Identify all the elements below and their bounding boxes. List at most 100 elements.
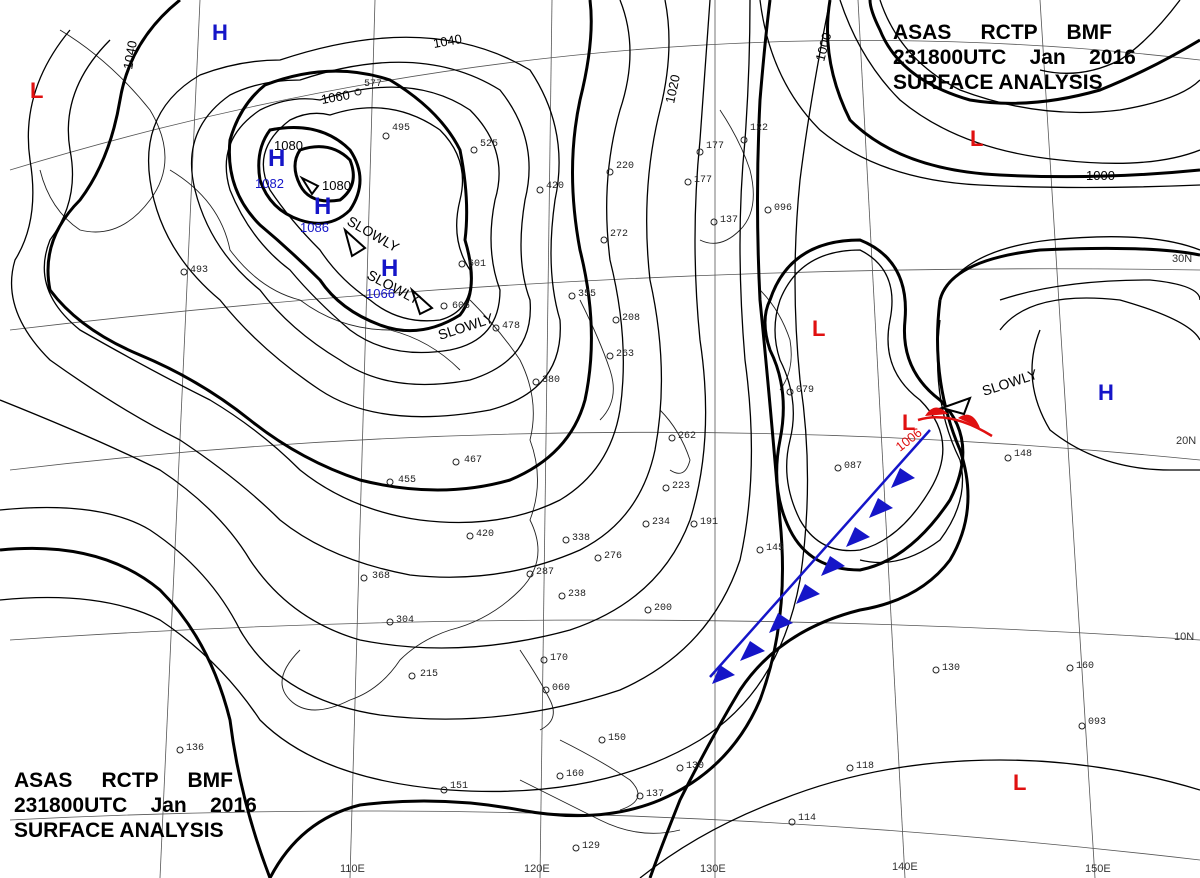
svg-text:478: 478: [502, 321, 520, 332]
low-center-3: L: [812, 316, 825, 341]
svg-text:276: 276: [604, 551, 622, 562]
station-marker: 420: [466, 529, 494, 540]
title-block-bottom: ASAS RCTP BMF 231800UTC Jan 2016 SURFACE…: [14, 768, 257, 843]
station-marker: 060: [542, 683, 570, 694]
station-marker: 087: [834, 461, 862, 472]
svg-text:191: 191: [700, 517, 718, 528]
station-marker: 304: [386, 615, 414, 626]
svg-text:525: 525: [480, 139, 498, 150]
svg-text:368: 368: [372, 571, 390, 582]
station-marker: 177: [684, 175, 712, 186]
svg-text:177: 177: [694, 175, 712, 186]
station-marker: 495: [382, 123, 410, 140]
isobar-label-1000b: 1000: [1086, 168, 1115, 183]
svg-text:287: 287: [536, 567, 554, 578]
station-marker: 093: [1078, 717, 1106, 730]
isobar-labels: 1040 1040 1060 1080 1080 1020 1000 1000: [120, 31, 1115, 193]
isobar-label-1080b: 1080: [322, 178, 351, 193]
station-marker: 287: [526, 567, 554, 578]
svg-text:137: 137: [646, 789, 664, 800]
station-marker: 272: [600, 229, 628, 244]
graticule: [9, 0, 1200, 878]
station-marker: 262: [668, 431, 696, 442]
lon-120e-label: 120E: [524, 863, 550, 875]
station-marker: 467: [452, 455, 482, 466]
isobar-label-1040b: 1040: [432, 31, 463, 51]
title-line-1: ASAS RCTP BMF: [893, 21, 1112, 44]
svg-text:060: 060: [552, 683, 570, 694]
isobar-label-1040a: 1040: [120, 39, 140, 70]
title-block-top: ASAS RCTP BMF 231800UTC Jan 2016 SURFACE…: [893, 20, 1136, 95]
lat-10n-label: 10N: [1174, 631, 1194, 643]
station-marker: 238: [558, 589, 586, 600]
svg-text:223: 223: [672, 481, 690, 492]
svg-text:338: 338: [572, 533, 590, 544]
svg-text:263: 263: [616, 349, 634, 360]
title-line-3: SURFACE ANALYSIS: [893, 71, 1103, 94]
graticule-labels: 30N 20N 10N 110E 120E 130E 140E 150E: [340, 253, 1196, 875]
svg-text:220: 220: [616, 161, 634, 172]
low-center-2: L: [970, 126, 983, 151]
svg-text:151: 151: [450, 781, 468, 792]
station-marker: 170: [540, 653, 568, 664]
title-line-2: 231800UTC Jan 2016: [893, 46, 1136, 69]
lat-20n-label: 20N: [1176, 435, 1196, 447]
station-marker: 276: [594, 551, 622, 562]
station-marker: 220: [606, 161, 634, 176]
high-center-4: H: [381, 255, 398, 282]
svg-text:262: 262: [678, 431, 696, 442]
movement-arrows: [299, 175, 972, 416]
high-center-1: H: [212, 20, 228, 45]
svg-text:114: 114: [798, 813, 816, 824]
station-marker: 380: [532, 375, 560, 386]
svg-text:420: 420: [546, 181, 564, 192]
high-center-4-value: 1066: [366, 286, 395, 301]
lon-140e-label: 140E: [892, 861, 918, 873]
svg-text:467: 467: [464, 455, 482, 466]
station-marker: 114: [788, 813, 816, 826]
svg-text:087: 087: [844, 461, 862, 472]
svg-text:355: 355: [578, 289, 596, 300]
low-center-4: L: [902, 410, 915, 435]
station-marker: 577: [354, 79, 382, 96]
warm-front: [917, 407, 993, 438]
svg-text:272: 272: [610, 229, 628, 240]
svg-text:170: 170: [550, 653, 568, 664]
cold-front: [709, 429, 931, 684]
svg-text:136: 136: [186, 743, 204, 754]
station-marker: 177: [696, 141, 724, 156]
high-center-3: H: [314, 193, 331, 220]
svg-text:200: 200: [654, 603, 672, 614]
station-marker: 215: [408, 669, 438, 680]
svg-text:238: 238: [568, 589, 586, 600]
station-marker: 160: [1066, 661, 1094, 672]
isobar-label-1020: 1020: [662, 73, 683, 104]
station-marker: 191: [690, 517, 718, 528]
svg-text:150: 150: [608, 733, 626, 744]
svg-text:137: 137: [720, 215, 738, 226]
svg-text:148: 148: [1014, 449, 1032, 460]
station-marker: 129: [572, 841, 600, 852]
station-marker: 455: [386, 475, 416, 486]
station-marker: 151: [440, 781, 468, 794]
svg-text:493: 493: [190, 265, 208, 276]
svg-text:129: 129: [582, 841, 600, 852]
svg-text:234: 234: [652, 517, 670, 528]
svg-text:130: 130: [942, 663, 960, 674]
svg-text:577: 577: [364, 79, 382, 90]
station-marker: 079: [786, 385, 814, 396]
svg-text:455: 455: [398, 475, 416, 486]
high-center-3-value: 1086: [300, 220, 329, 235]
footer-line-1: ASAS RCTP BMF: [14, 769, 233, 792]
station-marker: 208: [612, 313, 640, 324]
svg-text:601: 601: [468, 259, 486, 270]
svg-text:118: 118: [856, 761, 874, 772]
station-marker: 122: [740, 123, 768, 144]
station-plots: 577 495 525 220 177 420 272 493 601 355 …: [176, 79, 1106, 852]
svg-text:208: 208: [622, 313, 640, 324]
station-marker: 478: [492, 321, 520, 332]
svg-text:130: 130: [686, 761, 704, 772]
